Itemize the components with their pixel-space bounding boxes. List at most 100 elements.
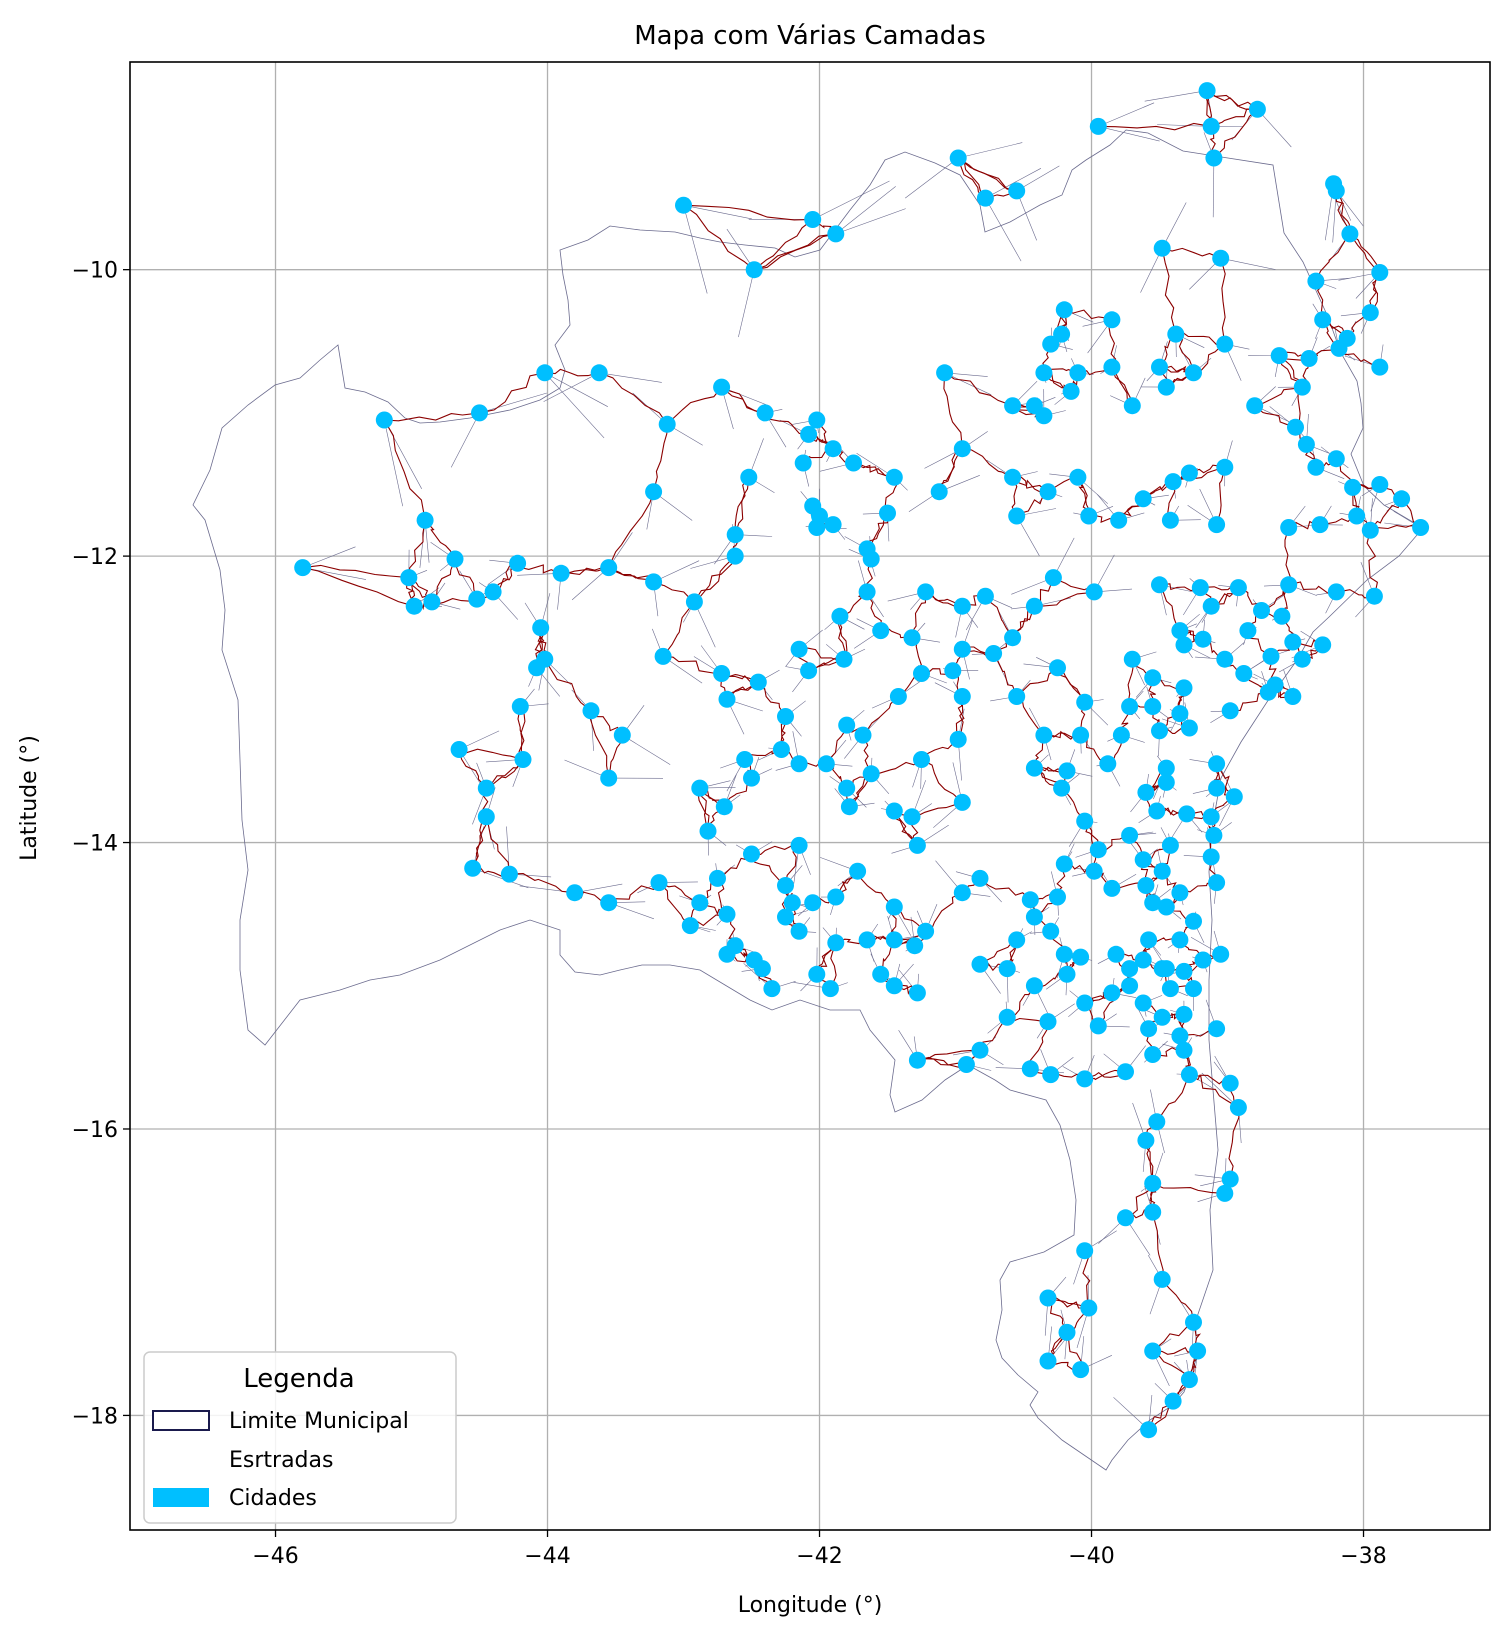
city-point bbox=[1004, 629, 1022, 647]
city-point bbox=[1212, 249, 1230, 267]
road-segment bbox=[1366, 530, 1379, 597]
legend-box bbox=[143, 1351, 457, 1524]
city-point bbox=[1044, 569, 1062, 587]
road-segment bbox=[408, 520, 426, 578]
city-point bbox=[944, 662, 962, 680]
city-point bbox=[1287, 418, 1304, 436]
road-segment bbox=[1161, 1279, 1195, 1323]
city-point bbox=[654, 647, 672, 665]
city-point bbox=[835, 650, 853, 668]
municipal-boundary bbox=[738, 269, 755, 338]
city-point bbox=[1175, 636, 1193, 654]
city-point bbox=[1202, 808, 1220, 826]
city-point bbox=[1004, 397, 1022, 415]
city-point bbox=[1117, 1209, 1134, 1227]
city-point bbox=[777, 708, 794, 725]
city-point bbox=[1055, 855, 1073, 873]
city-point bbox=[1089, 841, 1107, 859]
city-point bbox=[1134, 851, 1152, 869]
city-point bbox=[808, 965, 826, 983]
road-segment bbox=[957, 157, 1017, 192]
city-point bbox=[1042, 922, 1060, 940]
city-point bbox=[1180, 464, 1198, 482]
city-point bbox=[885, 931, 903, 949]
municipal-boundary bbox=[683, 205, 708, 294]
city-point bbox=[953, 640, 971, 658]
city-point bbox=[1055, 301, 1073, 319]
city-point bbox=[971, 869, 989, 887]
city-point bbox=[1076, 812, 1094, 830]
municipal-boundary bbox=[944, 372, 992, 396]
city-point bbox=[1198, 82, 1216, 100]
city-point bbox=[1208, 874, 1226, 892]
city-point bbox=[1008, 931, 1026, 949]
municipal-boundary bbox=[958, 142, 1023, 159]
city-point bbox=[908, 836, 926, 854]
road-segment bbox=[1228, 1107, 1240, 1180]
city-point bbox=[1189, 1342, 1207, 1360]
city-point bbox=[845, 454, 862, 472]
city-point bbox=[1121, 977, 1139, 995]
legend-swatch-limite-municipal bbox=[152, 1410, 210, 1431]
municipal-boundary bbox=[599, 372, 662, 383]
city-point bbox=[849, 862, 867, 880]
city-point bbox=[889, 688, 907, 705]
road-segment bbox=[816, 942, 837, 975]
city-point bbox=[1157, 759, 1175, 777]
city-point bbox=[976, 189, 994, 207]
city-point bbox=[1171, 622, 1189, 640]
city-point bbox=[1072, 726, 1090, 744]
road-segment bbox=[979, 877, 1031, 901]
city-point bbox=[709, 869, 726, 887]
city-point bbox=[1134, 951, 1152, 969]
city-point bbox=[536, 364, 554, 382]
city-point bbox=[1161, 511, 1179, 529]
road-segment bbox=[663, 655, 722, 675]
city-point bbox=[1144, 894, 1162, 912]
municipal-boundary bbox=[1144, 90, 1208, 102]
city-point bbox=[1134, 490, 1152, 508]
x-tick-label: −38 bbox=[1340, 1544, 1386, 1569]
city-point bbox=[824, 516, 842, 534]
city-point bbox=[726, 526, 744, 544]
city-point bbox=[1107, 945, 1125, 963]
municipal-boundary bbox=[544, 372, 605, 439]
city-point bbox=[1039, 483, 1057, 501]
city-point bbox=[1171, 705, 1189, 723]
road-segment bbox=[1084, 1069, 1126, 1081]
city-point bbox=[477, 808, 495, 826]
road-segment bbox=[1098, 122, 1212, 131]
city-point bbox=[1103, 358, 1121, 376]
legend-label-cidades: Cidades bbox=[229, 1486, 317, 1511]
road-segment bbox=[1162, 247, 1221, 259]
city-point bbox=[1300, 350, 1318, 367]
city-point bbox=[1216, 650, 1234, 668]
city-point bbox=[1180, 719, 1198, 737]
city-point bbox=[1327, 583, 1345, 601]
city-point bbox=[1175, 962, 1193, 980]
city-point bbox=[1072, 948, 1090, 966]
city-point bbox=[827, 934, 845, 952]
city-point bbox=[1049, 888, 1066, 906]
city-point bbox=[1008, 182, 1026, 200]
city-point bbox=[1080, 1299, 1098, 1317]
plot-frame bbox=[129, 61, 1491, 1531]
city-point bbox=[885, 977, 903, 995]
city-point bbox=[1157, 378, 1175, 396]
city-point bbox=[763, 980, 781, 998]
city-point bbox=[1235, 665, 1253, 682]
city-point bbox=[1042, 335, 1060, 353]
city-point bbox=[858, 583, 876, 601]
city-point bbox=[1117, 1063, 1134, 1081]
city-point bbox=[1270, 347, 1288, 365]
y-tick-label: −18 bbox=[72, 1404, 118, 1429]
city-point bbox=[1229, 1099, 1247, 1116]
road-segment bbox=[1189, 1074, 1239, 1108]
city-point bbox=[1053, 325, 1071, 343]
road-segment bbox=[1369, 498, 1403, 531]
city-point bbox=[1144, 1174, 1162, 1192]
city-point bbox=[1412, 519, 1430, 536]
city-point bbox=[1191, 579, 1209, 597]
municipal-boundary bbox=[1332, 190, 1337, 243]
